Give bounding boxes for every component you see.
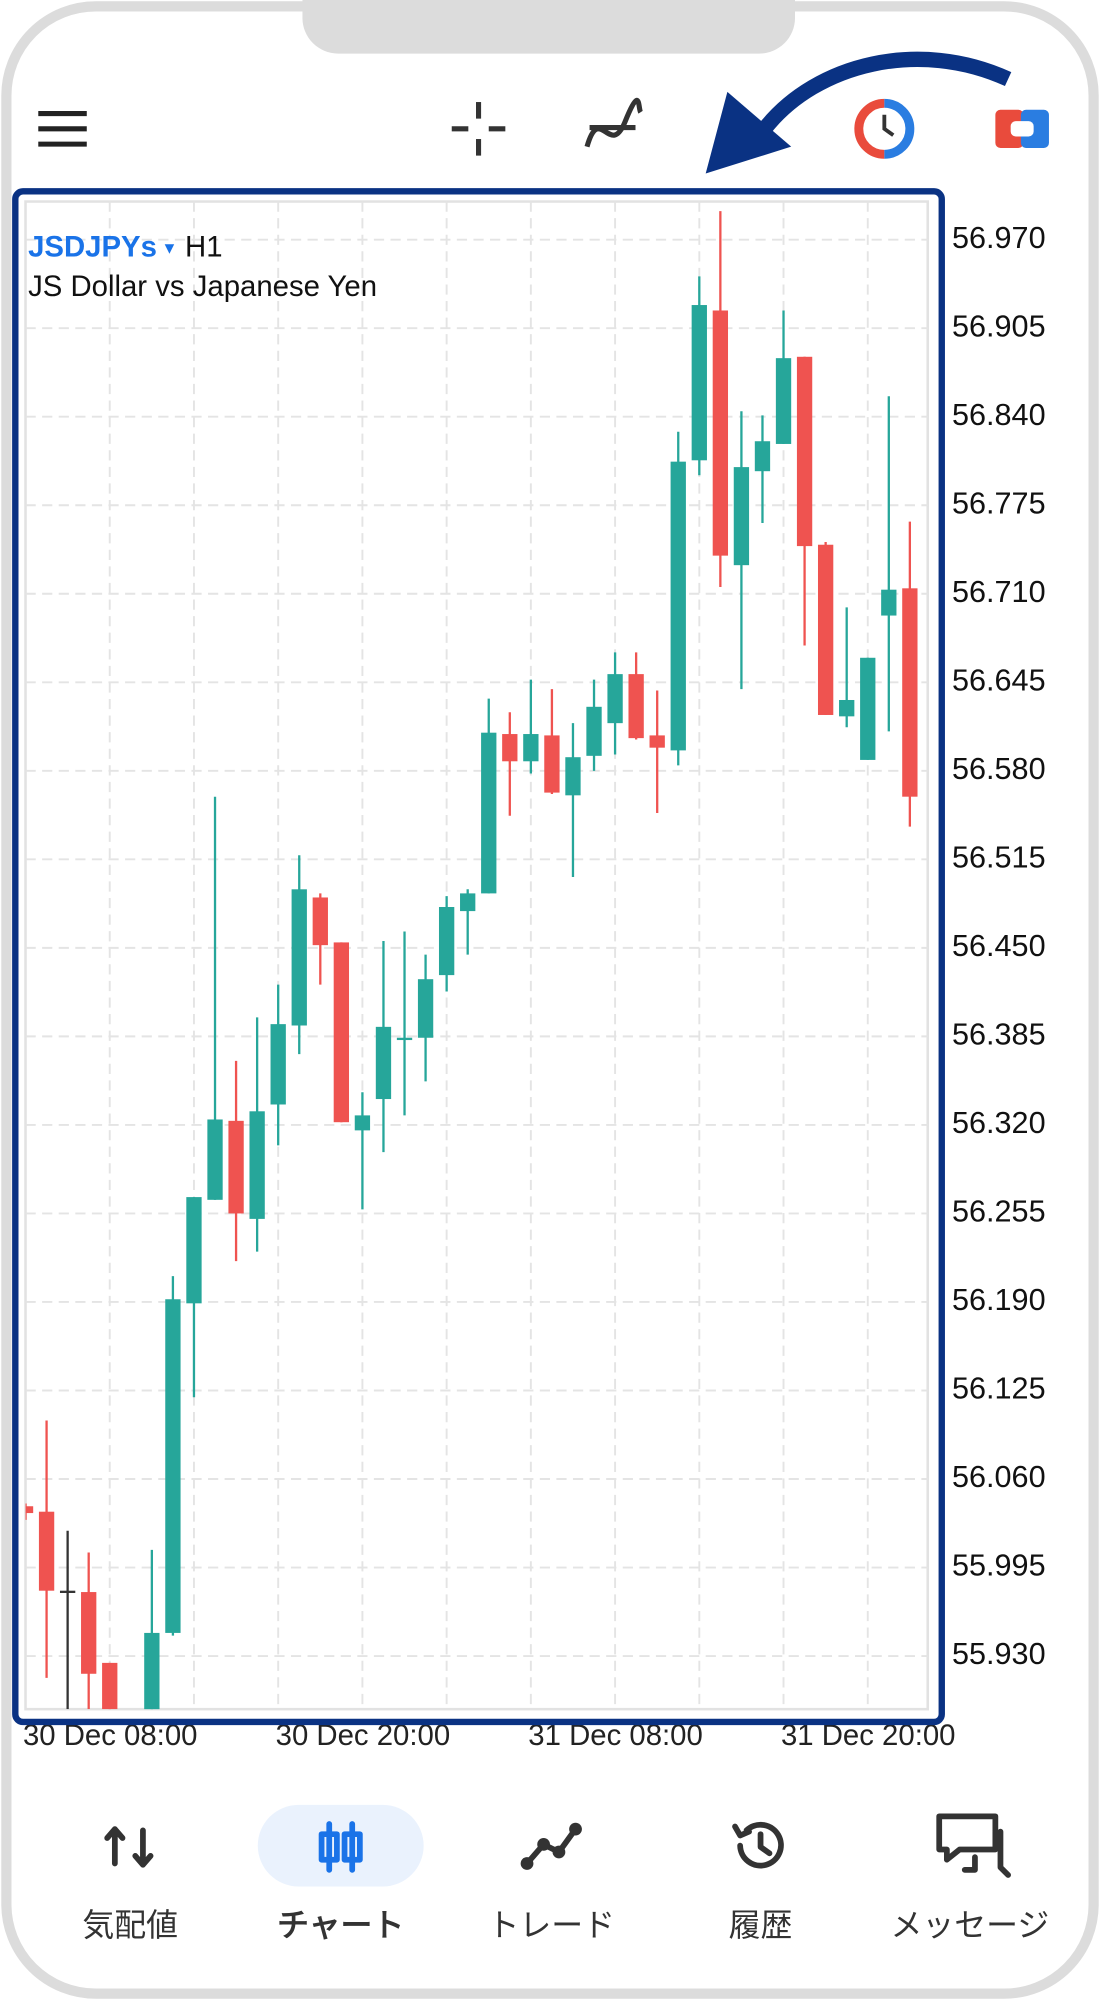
nav-label[interactable]: 履歴 xyxy=(729,1906,793,1944)
crosshair-button[interactable] xyxy=(451,102,506,156)
nav-label[interactable]: チャート xyxy=(277,1906,404,1944)
indicator-button[interactable] xyxy=(584,97,644,148)
candle-body xyxy=(165,1299,181,1633)
candle-body xyxy=(754,441,771,472)
candle-body xyxy=(881,589,897,616)
candle-body xyxy=(144,1632,160,1710)
arrow xyxy=(759,51,1012,133)
candle-body xyxy=(544,735,560,793)
candle-body xyxy=(375,1026,392,1100)
candle-body xyxy=(817,544,834,715)
candle-body xyxy=(207,1119,223,1200)
nav-active-bg xyxy=(257,1804,424,1887)
nav-icon xyxy=(104,1826,154,1868)
nav-icon-dot xyxy=(569,1822,582,1836)
y-tick-label: 56.125 xyxy=(952,1372,1046,1406)
candle-body xyxy=(291,889,307,1026)
y-tick-label: 56.515 xyxy=(952,840,1046,874)
candle-body xyxy=(733,467,750,566)
candle-body xyxy=(775,358,792,444)
nav-icon xyxy=(732,1821,784,1869)
candle-body xyxy=(712,310,729,556)
menu-button[interactable] xyxy=(38,110,87,147)
nav-icon-dot xyxy=(537,1838,550,1851)
y-tick-label: 55.995 xyxy=(952,1549,1046,1583)
candle-body xyxy=(839,699,855,717)
candle-body xyxy=(649,735,665,748)
candle-body xyxy=(586,706,602,756)
symbol[interactable]: JSDJPYs xyxy=(28,230,157,263)
notch xyxy=(302,0,796,54)
description: JS Dollar vs Japanese Yen xyxy=(28,270,377,303)
candle-body xyxy=(270,1024,286,1105)
y-tick-label: 56.450 xyxy=(952,929,1046,963)
arrow-head xyxy=(705,91,792,174)
candle-body xyxy=(523,734,539,762)
candle-body xyxy=(607,674,623,724)
trade-button[interactable] xyxy=(995,109,1049,148)
candle-body xyxy=(860,657,876,760)
symbol-dropdown[interactable]: ▾ xyxy=(165,238,175,259)
candle-body xyxy=(502,734,518,762)
nav-icon-dot xyxy=(552,1845,566,1859)
y-tick-label: 56.970 xyxy=(952,221,1046,255)
highlight-frame xyxy=(12,188,945,1726)
candle-body xyxy=(312,897,328,946)
candle-body xyxy=(249,1111,265,1219)
candle-body xyxy=(102,1662,118,1710)
y-tick-label: 56.190 xyxy=(952,1283,1046,1317)
y-tick-label: 56.645 xyxy=(952,663,1046,697)
candle-body xyxy=(670,461,686,751)
y-tick-label: 56.320 xyxy=(952,1106,1046,1140)
candle-body xyxy=(186,1197,202,1304)
candle-body xyxy=(902,588,918,797)
nav-icon xyxy=(318,1821,363,1873)
plot-area xyxy=(24,200,930,1711)
nav-icon-dot xyxy=(520,1857,534,1870)
candle-body xyxy=(438,907,455,976)
candle-body xyxy=(396,1037,413,1041)
nav-label[interactable]: メッセージ xyxy=(890,1906,1049,1944)
candle-body xyxy=(354,1115,371,1131)
candle-body xyxy=(333,942,350,1123)
candle-body xyxy=(38,1511,55,1591)
candle-body xyxy=(565,757,581,796)
candle-body xyxy=(59,1590,76,1593)
candle-body xyxy=(460,893,476,912)
y-tick-label: 55.930 xyxy=(952,1637,1046,1671)
nav-label[interactable]: トレード xyxy=(488,1906,616,1944)
candle-body xyxy=(796,356,813,547)
y-tick-label: 56.905 xyxy=(952,309,1046,343)
y-tick-label: 56.255 xyxy=(952,1195,1046,1229)
candle-body xyxy=(481,732,497,894)
nav-icon xyxy=(936,1813,1011,1878)
candle-body xyxy=(628,674,644,739)
timeframe-button[interactable] xyxy=(854,98,915,159)
candle-body xyxy=(417,979,434,1038)
y-tick-label: 56.060 xyxy=(952,1460,1046,1494)
candle-body xyxy=(691,305,707,461)
candle-body xyxy=(81,1592,97,1674)
y-tick-label: 56.840 xyxy=(952,398,1046,432)
candle-body xyxy=(228,1120,244,1214)
nav-icon xyxy=(524,1826,579,1867)
y-tick-label: 56.710 xyxy=(952,575,1046,609)
candle-body xyxy=(25,1506,34,1514)
y-tick-label: 56.775 xyxy=(952,486,1046,520)
timeframe: H1 xyxy=(185,230,223,263)
nav-label[interactable]: 気配値 xyxy=(82,1906,178,1944)
y-tick-label: 56.385 xyxy=(952,1017,1046,1051)
y-tick-label: 56.580 xyxy=(952,752,1046,786)
